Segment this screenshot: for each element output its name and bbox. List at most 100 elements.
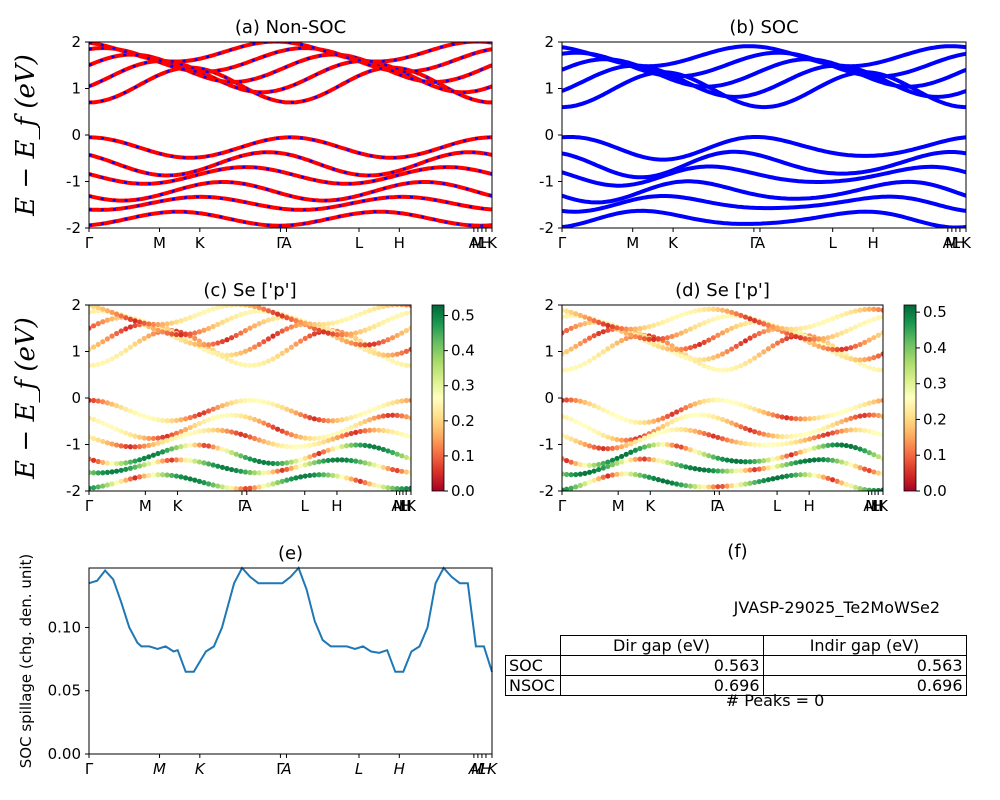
band-point — [729, 325, 735, 331]
band-point — [385, 485, 391, 491]
band-point — [137, 463, 143, 469]
band-point — [875, 306, 882, 313]
x-tick-label: A — [714, 497, 725, 515]
band-point — [247, 469, 253, 476]
band-point — [288, 324, 294, 330]
band-point — [596, 319, 602, 325]
band-point — [265, 482, 271, 488]
band-point — [733, 400, 739, 406]
band-point — [114, 403, 120, 409]
band-point — [261, 470, 267, 476]
band-point — [270, 333, 276, 339]
band-point — [692, 343, 698, 349]
band-line — [89, 150, 492, 178]
band-point — [752, 479, 758, 486]
band-point — [765, 477, 771, 483]
band-point — [192, 477, 198, 483]
band-point — [353, 442, 359, 448]
band-point — [160, 472, 166, 478]
band-point — [687, 447, 694, 453]
band-point — [577, 471, 583, 477]
band-point — [316, 472, 322, 478]
band-point — [408, 346, 411, 352]
band-point — [325, 326, 331, 332]
band-point — [118, 443, 124, 449]
band-point — [756, 466, 762, 472]
band-point — [307, 454, 313, 460]
band-point — [770, 456, 776, 462]
table-title: (f) — [727, 541, 748, 562]
band-point — [562, 432, 565, 438]
band-point — [577, 440, 583, 446]
band-point — [563, 349, 570, 355]
band-point — [362, 460, 368, 466]
band-point — [568, 309, 574, 315]
band-point — [380, 305, 386, 309]
band-point — [596, 430, 602, 436]
band-point — [155, 472, 161, 478]
band-point — [247, 309, 253, 315]
band-point — [89, 309, 92, 315]
band-point — [183, 475, 189, 481]
band-point — [582, 399, 588, 405]
band-point — [252, 416, 258, 423]
band-point — [160, 434, 166, 440]
band-point — [325, 472, 331, 478]
band-point — [330, 432, 336, 438]
band-point — [169, 320, 175, 326]
band-point — [100, 483, 106, 489]
band-point — [829, 333, 836, 340]
colorbar-tick-label: 0.3 — [923, 375, 947, 393]
band-point — [816, 321, 822, 327]
band-point — [224, 412, 230, 419]
band-point — [692, 412, 698, 418]
band-point — [330, 436, 336, 442]
band-point — [701, 357, 707, 363]
band-point — [623, 471, 629, 477]
band-point — [265, 440, 271, 446]
band-point — [811, 341, 817, 348]
x-tick-label: K — [645, 497, 656, 515]
band-point — [605, 409, 611, 415]
band-point — [385, 412, 391, 419]
band-point — [399, 398, 405, 404]
band-point — [687, 345, 694, 351]
band-point — [568, 346, 574, 352]
panel-b — [558, 41, 967, 232]
band-point — [802, 336, 808, 342]
band-point — [651, 442, 657, 448]
band-point — [279, 328, 285, 334]
band-group — [562, 44, 966, 228]
band-point — [756, 408, 762, 414]
band-point — [114, 353, 120, 359]
band-point — [385, 337, 391, 343]
x-tick-label: H — [804, 497, 815, 515]
band-point — [692, 466, 698, 472]
band-point — [224, 401, 230, 407]
band-point — [95, 361, 101, 367]
band-point — [816, 473, 822, 479]
band-point — [747, 358, 753, 364]
x-tick-label: M — [626, 234, 639, 252]
band-point — [270, 441, 276, 447]
band-point — [367, 481, 373, 487]
band-point — [242, 348, 248, 354]
band-point — [376, 483, 382, 489]
band-point — [164, 447, 170, 453]
band-point — [192, 458, 198, 464]
band-point — [89, 305, 92, 309]
band-point — [219, 319, 225, 325]
band-point — [307, 333, 313, 339]
band-point — [298, 338, 304, 344]
band-point — [862, 427, 868, 434]
band-point — [719, 367, 726, 373]
header-dir-gap: Dir gap (eV) — [559, 635, 764, 656]
band-point — [738, 424, 744, 430]
band-point — [178, 457, 184, 463]
band-point — [150, 416, 156, 422]
band-point — [229, 412, 235, 418]
band-line — [89, 42, 492, 63]
band-point — [683, 346, 689, 352]
band-point — [339, 428, 345, 435]
band-point — [132, 475, 138, 481]
